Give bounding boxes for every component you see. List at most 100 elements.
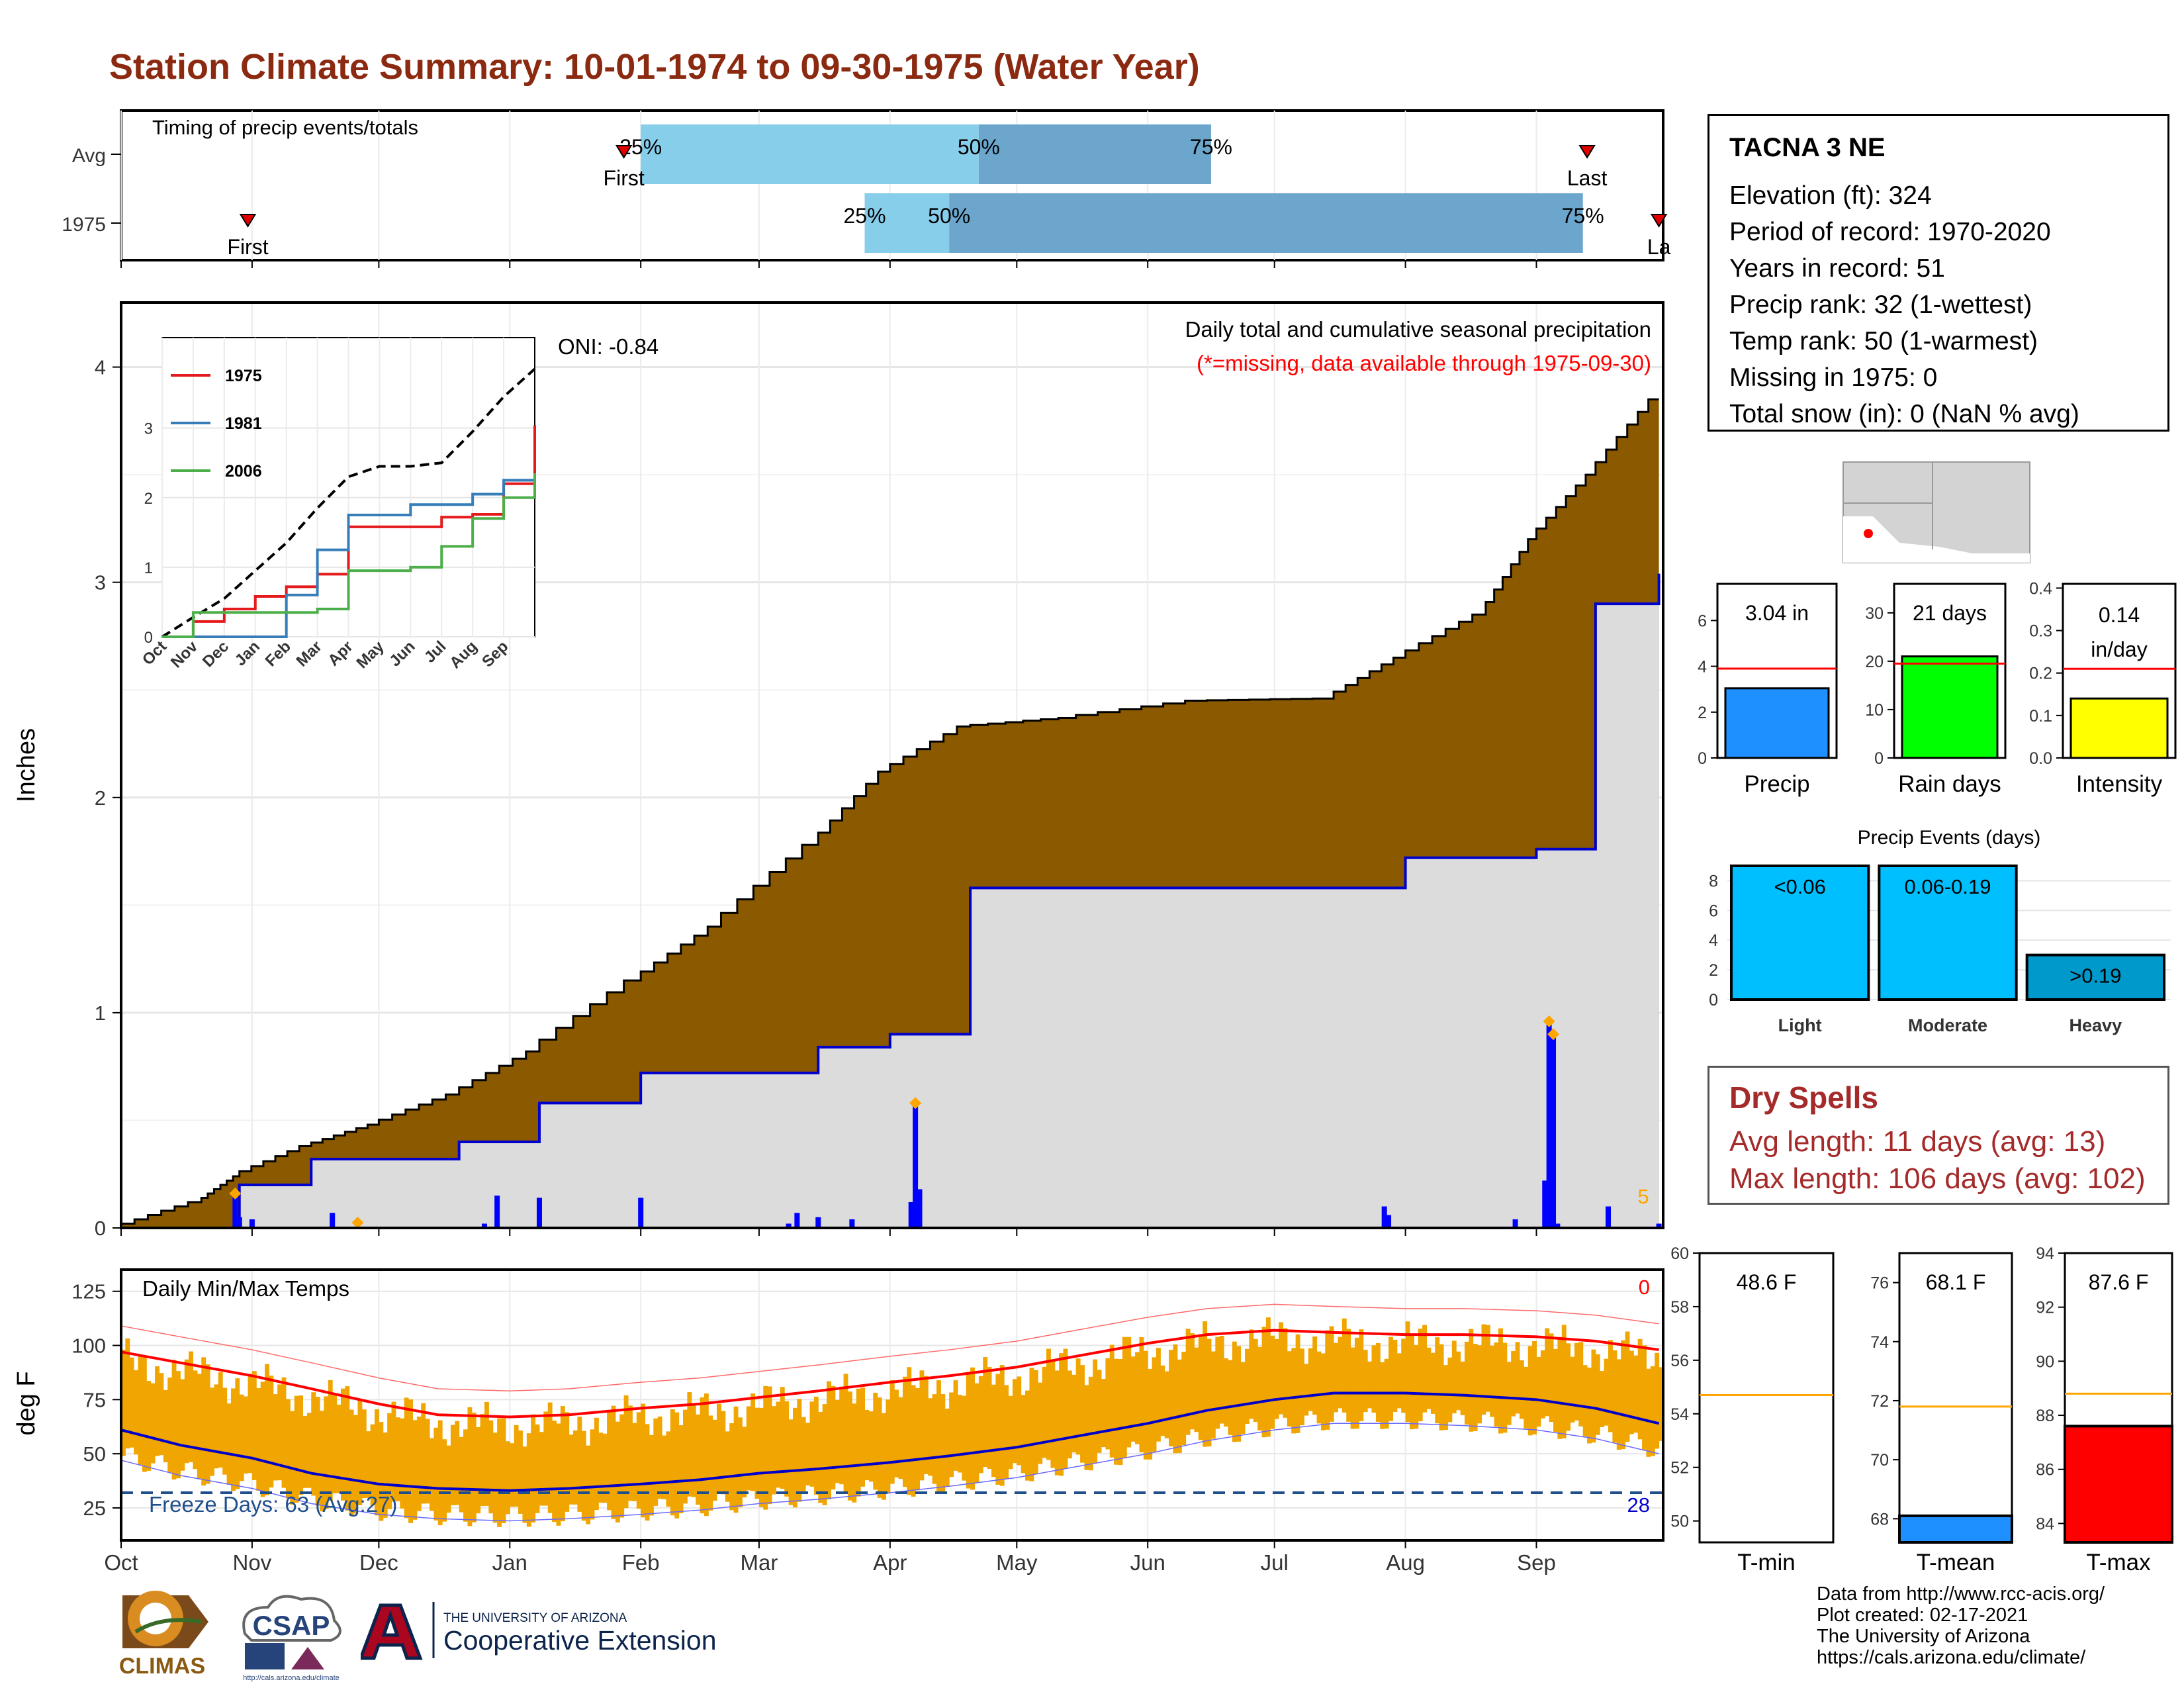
temp-range-bar [1270,1335,1275,1429]
inset-legend-label: 1981 [225,414,262,433]
temp-range-bar [1338,1336,1343,1409]
temp-range-bar [983,1357,988,1468]
temp-range-bar [1261,1327,1267,1438]
events-category-label: Heavy [2070,1015,2122,1035]
temp-range-bar [1143,1350,1148,1460]
tbar-ytick-label: 70 [1870,1451,1889,1470]
temp-range-bar [501,1418,506,1523]
timing-bar-50-75 [978,124,1211,184]
temp-range-bar [645,1424,650,1521]
temp-range-bar [696,1414,701,1505]
mini-value-label: 0.14 [2099,603,2140,627]
mini-ytick-label: 0.3 [2029,622,2052,641]
timing-q75-label: 75% [1190,135,1232,159]
daily-precip-bar [1606,1206,1612,1228]
temp-range-bar [1456,1351,1461,1411]
precip-ylabel: Inches [13,728,40,802]
temp-panel: 25 50 75 100 125 Oct Nov Dec Jan Feb Mar Apr May Jun J… [13,1268,1664,1575]
temp-range-bar [320,1411,324,1512]
oni-label: ONI: -0.84 [558,334,659,359]
temp-range-bar [121,1350,126,1456]
tbar-value-bar [2064,1425,2173,1544]
tbar-label: T-mean [1917,1550,1995,1575]
month-label: Sep [1517,1550,1556,1575]
temp-range-bar [1203,1321,1208,1447]
tbar-ytick-label: 76 [1870,1274,1889,1293]
temp-range-bar [987,1367,992,1469]
temp-range-bar [484,1401,489,1506]
temp-range-bar [1240,1362,1246,1434]
temp-range-bar [505,1441,510,1515]
mini-ytick-label: 30 [1865,604,1884,623]
temp-range-bar [138,1356,143,1466]
temp-range-bar [1447,1357,1453,1423]
mini-value-bar [2070,697,2169,759]
temp-range-bar [349,1409,354,1517]
temp-range-bar [1430,1352,1435,1414]
temp-range-bar [674,1412,680,1519]
temp-range-bar [792,1407,797,1508]
temp-range-bar [366,1431,371,1498]
temp-range-bar [683,1409,688,1504]
mini-ytick-label: 20 [1865,653,1884,671]
temp-range-bar [978,1376,983,1474]
temp-range-bar [446,1445,451,1513]
temp-range-bar [273,1394,278,1481]
temp-range-bar [197,1374,202,1479]
temp-range-bar [1350,1347,1355,1429]
events-value-label: 0.06-0.19 [1905,875,1991,898]
month-label: Feb [622,1550,660,1575]
temp-range-bar [336,1404,341,1493]
temp-range-bar [940,1394,946,1493]
temp-range-bar [560,1406,565,1522]
temp-range-bar [1101,1379,1106,1448]
ua-line1: THE UNIVERSITY OF ARIZONA [443,1611,627,1625]
inset-legend-label: 1975 [225,367,262,385]
daily-precip-bar [536,1197,542,1228]
temp-range-bar [776,1401,781,1488]
credits: Data from http://www.rcc-acis.org/ Plot … [1817,1583,2105,1668]
tbar-ytick-label: 60 [1670,1244,1689,1263]
temp-range-bar [1414,1344,1419,1429]
temp-range-bar [175,1371,181,1479]
temp-range-bar [547,1402,553,1513]
temp-range-bar [556,1423,561,1526]
temp-range-bar [1084,1385,1089,1470]
temp-range-bar [995,1374,1001,1485]
temp-range-bar [839,1386,844,1485]
tbar-value-bar [1898,1514,2013,1544]
tbar-frame [1698,1252,1835,1544]
temp-range-bar [873,1392,878,1490]
temp-range-bar [598,1432,604,1503]
temp-range-bar [1545,1328,1550,1417]
temp-range-bar [315,1397,320,1506]
timing-last-marker [1650,214,1668,228]
temp-range-bar [712,1419,717,1501]
temp-range-bar [218,1372,223,1468]
temp-range-bar [480,1414,485,1507]
temp-range-bar [535,1424,540,1513]
tbar-ytick-label: 90 [2036,1352,2054,1371]
temp-range-bar [1283,1328,1288,1418]
temp-range-bar [328,1380,333,1501]
timing-bar-25-50 [864,193,950,253]
temp-range-bar [1494,1342,1499,1427]
daily-precip-bar [481,1223,487,1228]
temp-range-bar [843,1374,848,1493]
temp-range-bar [923,1376,929,1474]
temp-range-bar [353,1415,358,1514]
timing-first-marker [239,214,257,228]
temp-range-bar [298,1395,303,1495]
temp-range-bar [370,1424,375,1506]
month-label: Apr [873,1550,907,1575]
daily-precip-bar [815,1217,821,1228]
temp-range-bar [1033,1370,1038,1474]
temp-top-count: 0 [1639,1276,1650,1299]
temp-range-bar [788,1419,794,1505]
temp-range-bar [1604,1358,1609,1426]
temp-range-bar [340,1388,345,1501]
temp-range-bar [1642,1345,1647,1450]
temp-range-bar [543,1411,549,1506]
